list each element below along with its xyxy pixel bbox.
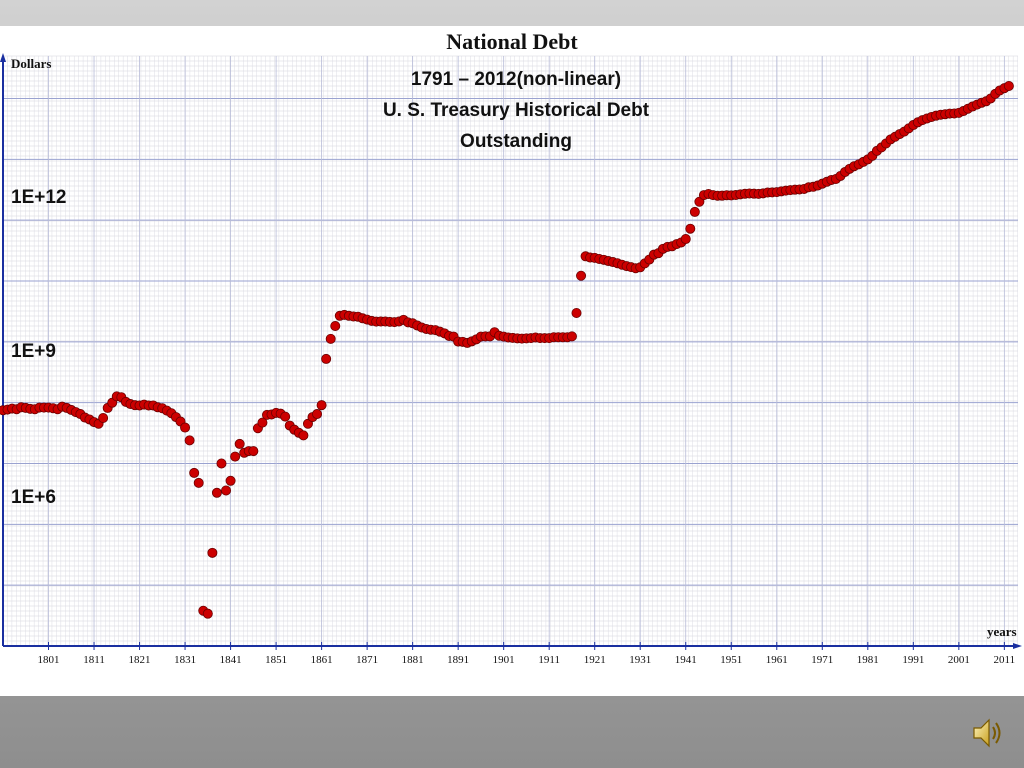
y-tick-label-1e12: 1E+12 bbox=[11, 187, 67, 208]
data-point bbox=[216, 458, 227, 469]
data-point bbox=[1003, 80, 1014, 91]
x-tick-label: 1911 bbox=[538, 654, 560, 666]
data-point bbox=[234, 438, 245, 449]
data-point bbox=[689, 206, 700, 217]
x-tick-label: 1851 bbox=[265, 654, 287, 666]
x-tick-label: 1831 bbox=[174, 654, 196, 666]
x-tick-label: 2011 bbox=[994, 654, 1016, 666]
speaker-icon[interactable] bbox=[970, 715, 1006, 751]
data-point bbox=[207, 547, 218, 558]
data-point bbox=[680, 234, 691, 245]
x-tick-label: 1871 bbox=[356, 654, 378, 666]
data-points bbox=[0, 80, 1014, 619]
x-tick-label: 1951 bbox=[720, 654, 742, 666]
y-tick-label-1e6: 1E+6 bbox=[11, 487, 56, 508]
data-point bbox=[257, 417, 268, 428]
data-point bbox=[98, 412, 109, 423]
x-tick-label: 1861 bbox=[311, 654, 333, 666]
data-point bbox=[312, 409, 323, 420]
x-tick-label: 1921 bbox=[584, 654, 606, 666]
chart-panel: 1801 1811 1821 1831 1841 1851 1861 1871 1881 1891… bbox=[0, 26, 1024, 696]
data-point bbox=[184, 435, 195, 446]
chart-title: National Debt bbox=[446, 29, 578, 54]
data-point bbox=[193, 477, 204, 488]
data-point bbox=[576, 270, 587, 281]
x-tick-label: 1801 bbox=[38, 654, 60, 666]
x-tick-label: 1821 bbox=[129, 654, 151, 666]
x-tick-label: 1841 bbox=[220, 654, 242, 666]
x-ticks: 1801 1811 1821 1831 1841 1851 1861 1871 1881 1891… bbox=[38, 642, 1016, 666]
x-tick-label: 1811 bbox=[83, 654, 105, 666]
data-point bbox=[225, 475, 236, 486]
data-point bbox=[321, 353, 332, 364]
data-point bbox=[298, 430, 309, 441]
data-point bbox=[180, 422, 191, 433]
x-axis-label: years bbox=[987, 624, 1017, 639]
data-point bbox=[230, 451, 241, 462]
x-tick-label: 2001 bbox=[948, 654, 970, 666]
chart-plot: 1801 1811 1821 1831 1841 1851 1861 1871 1881 1891… bbox=[0, 53, 1022, 666]
subtitle-line-1: 1791 – 2012(non-linear) bbox=[410, 69, 622, 90]
data-point bbox=[566, 331, 577, 342]
data-point bbox=[330, 321, 341, 332]
subtitle-line-2: U. S. Treasury Historical Debt bbox=[382, 100, 650, 121]
y-axis-label: Dollars bbox=[11, 56, 52, 71]
axes bbox=[0, 53, 1022, 649]
data-point bbox=[571, 307, 582, 318]
y-tick-label-1e9: 1E+9 bbox=[11, 341, 56, 362]
x-tick-label: 1971 bbox=[811, 654, 833, 666]
data-point bbox=[211, 487, 222, 498]
data-point bbox=[221, 485, 232, 496]
data-point bbox=[685, 223, 696, 234]
x-tick-label: 1941 bbox=[675, 654, 697, 666]
data-point bbox=[248, 446, 259, 457]
x-tick-label: 1981 bbox=[857, 654, 879, 666]
x-tick-label: 1901 bbox=[493, 654, 515, 666]
x-tick-label: 1891 bbox=[447, 654, 469, 666]
x-tick-label: 1881 bbox=[402, 654, 424, 666]
x-tick-label: 1961 bbox=[766, 654, 788, 666]
data-point bbox=[202, 608, 213, 619]
y-axis-arrow bbox=[0, 53, 6, 62]
x-tick-label: 1991 bbox=[902, 654, 924, 666]
data-point bbox=[316, 400, 327, 411]
x-axis-arrow bbox=[1013, 643, 1022, 649]
subtitle-line-3: Outstanding bbox=[460, 131, 572, 152]
data-point bbox=[280, 411, 291, 422]
data-point bbox=[189, 467, 200, 478]
data-point bbox=[325, 333, 336, 344]
x-tick-label: 1931 bbox=[629, 654, 651, 666]
